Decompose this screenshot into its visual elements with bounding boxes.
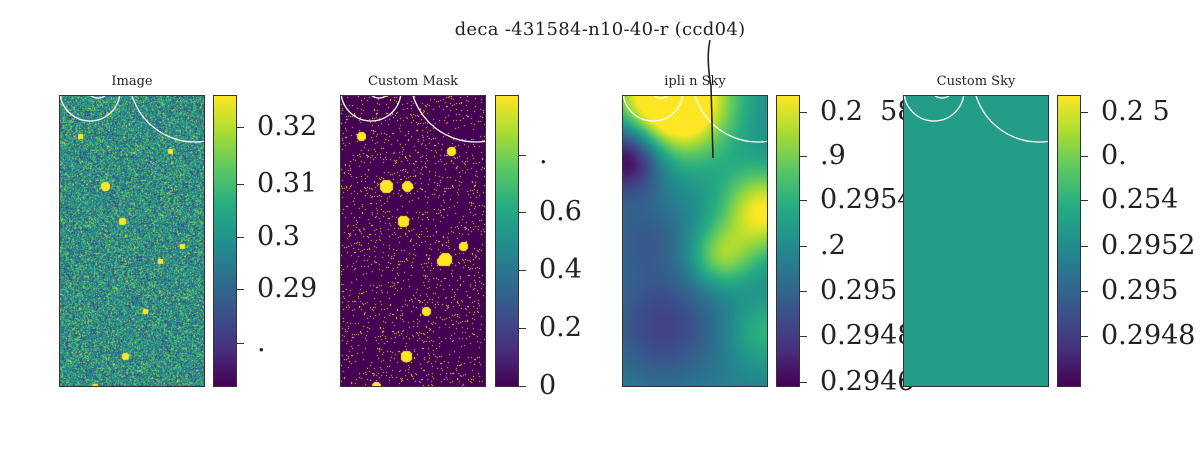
panel-title-custom-sky: Custom Sky xyxy=(936,74,1016,89)
custom-mask-heatmap xyxy=(341,96,485,386)
colorbar-tick xyxy=(237,289,244,290)
colorbar-tick xyxy=(1081,336,1088,337)
custom-sky-circles-overlay xyxy=(904,96,1048,143)
custom-sky-panel xyxy=(903,95,1049,387)
colorbar-tick xyxy=(800,382,807,383)
image-heatmap xyxy=(60,96,204,386)
colorbar-tick xyxy=(237,237,244,238)
custom-mask-panel xyxy=(340,95,486,387)
spline-sky-panel xyxy=(622,95,768,387)
colorbar-tick xyxy=(800,112,807,113)
colorbar-tick-label: 0.2946 xyxy=(820,366,915,397)
aperture-circle-1 xyxy=(60,96,121,122)
colorbar-tick xyxy=(800,291,807,292)
colorbar-tick-label: 0.2948 xyxy=(820,320,915,351)
aperture-circle-2 xyxy=(371,96,387,99)
aperture-circle-2 xyxy=(90,96,106,99)
custom-mask-circles-overlay xyxy=(341,96,485,143)
colorbar-tick-label: .9 xyxy=(820,140,846,171)
colorbar-tick-label: 0. xyxy=(1101,140,1127,171)
colorbar-tick-label: 0.6 xyxy=(539,196,582,227)
colorbar-tick xyxy=(519,270,526,271)
colorbar-tick xyxy=(237,184,244,185)
aperture-circle-0 xyxy=(131,96,204,143)
aperture-circle-0 xyxy=(694,96,767,143)
colorbar-tick-label: .2 xyxy=(820,230,846,261)
colorbar-tick xyxy=(800,246,807,247)
colorbar-tick-label: 0.4 xyxy=(539,254,582,285)
aperture-circle-2 xyxy=(934,96,950,99)
spline-sky-heatmap xyxy=(623,96,767,386)
colorbar-tick xyxy=(800,156,807,157)
image-colorbar xyxy=(213,95,237,387)
colorbar-tick xyxy=(800,336,807,337)
spline-sky-circles-overlay xyxy=(623,96,767,143)
colorbar-tick-label: 0.2 5 xyxy=(1101,96,1170,127)
colorbar-tick-label: 0.2948 xyxy=(1101,320,1196,351)
colorbar-tick-label: 0.31 xyxy=(257,168,318,199)
colorbar-tick-label: 0.29 xyxy=(257,273,318,304)
colorbar-tick xyxy=(519,386,526,387)
colorbar-tick-label: 0.254 xyxy=(1101,184,1179,215)
colorbar-tick-label: 0.2 xyxy=(539,312,582,343)
spline-sky-colorbar xyxy=(776,95,800,387)
colorbar-tick xyxy=(1081,156,1088,157)
colorbar-tick-label: . xyxy=(539,139,548,170)
aperture-circle-1 xyxy=(904,96,965,122)
colorbar-tick-label: . xyxy=(257,327,266,358)
colorbar-tick xyxy=(1081,200,1088,201)
colorbar-tick-label: 0.3 xyxy=(257,221,300,252)
aperture-circle-2 xyxy=(653,96,669,99)
aperture-circle-1 xyxy=(623,96,684,122)
colorbar-tick-label: 0.2952 xyxy=(1101,230,1196,261)
colorbar-tick-label: 0.32 xyxy=(257,111,318,142)
image-circles-overlay xyxy=(60,96,204,143)
colorbar-tick xyxy=(1081,246,1088,247)
colorbar-tick xyxy=(800,200,807,201)
colorbar-tick-label: 0.295 xyxy=(1101,275,1179,306)
colorbar-tick xyxy=(1081,291,1088,292)
panel-title-custom-mask: Custom Mask xyxy=(367,74,459,89)
colorbar-tick-label: 0.295 xyxy=(820,275,898,306)
artifact-stroke xyxy=(707,39,714,159)
figure-title: deca -431584-n10-40-r (ccd04) xyxy=(454,19,746,40)
colorbar-tick-label: 0 xyxy=(539,370,557,401)
panel-title-spline-sky: ipli n Sky xyxy=(664,74,726,89)
colorbar-tick xyxy=(519,212,526,213)
aperture-circle-0 xyxy=(412,96,485,143)
panel-title-image: Image xyxy=(111,74,153,89)
aperture-circle-1 xyxy=(341,96,402,122)
colorbar-tick xyxy=(237,343,244,344)
aperture-circle-0 xyxy=(975,96,1048,143)
colorbar-tick xyxy=(519,155,526,156)
colorbar-tick xyxy=(237,127,244,128)
custom-sky-heatmap xyxy=(904,96,1048,386)
colorbar-tick xyxy=(519,328,526,329)
image-panel xyxy=(59,95,205,387)
colorbar-tick-label: 0.2 58 xyxy=(820,96,915,127)
custom-mask-colorbar xyxy=(495,95,519,387)
colorbar-tick-label: 0.2954 xyxy=(820,184,915,215)
colorbar-tick xyxy=(1081,112,1088,113)
custom-sky-colorbar xyxy=(1057,95,1081,387)
